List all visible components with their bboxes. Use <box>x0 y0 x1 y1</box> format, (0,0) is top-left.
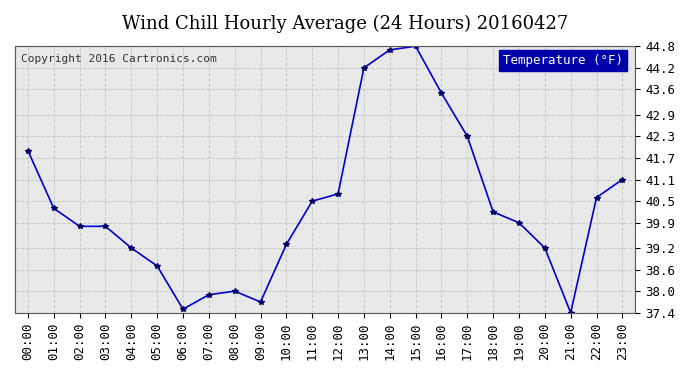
Text: Copyright 2016 Cartronics.com: Copyright 2016 Cartronics.com <box>21 54 217 64</box>
Text: Wind Chill Hourly Average (24 Hours) 20160427: Wind Chill Hourly Average (24 Hours) 201… <box>122 15 568 33</box>
Text: Temperature (°F): Temperature (°F) <box>503 54 623 67</box>
